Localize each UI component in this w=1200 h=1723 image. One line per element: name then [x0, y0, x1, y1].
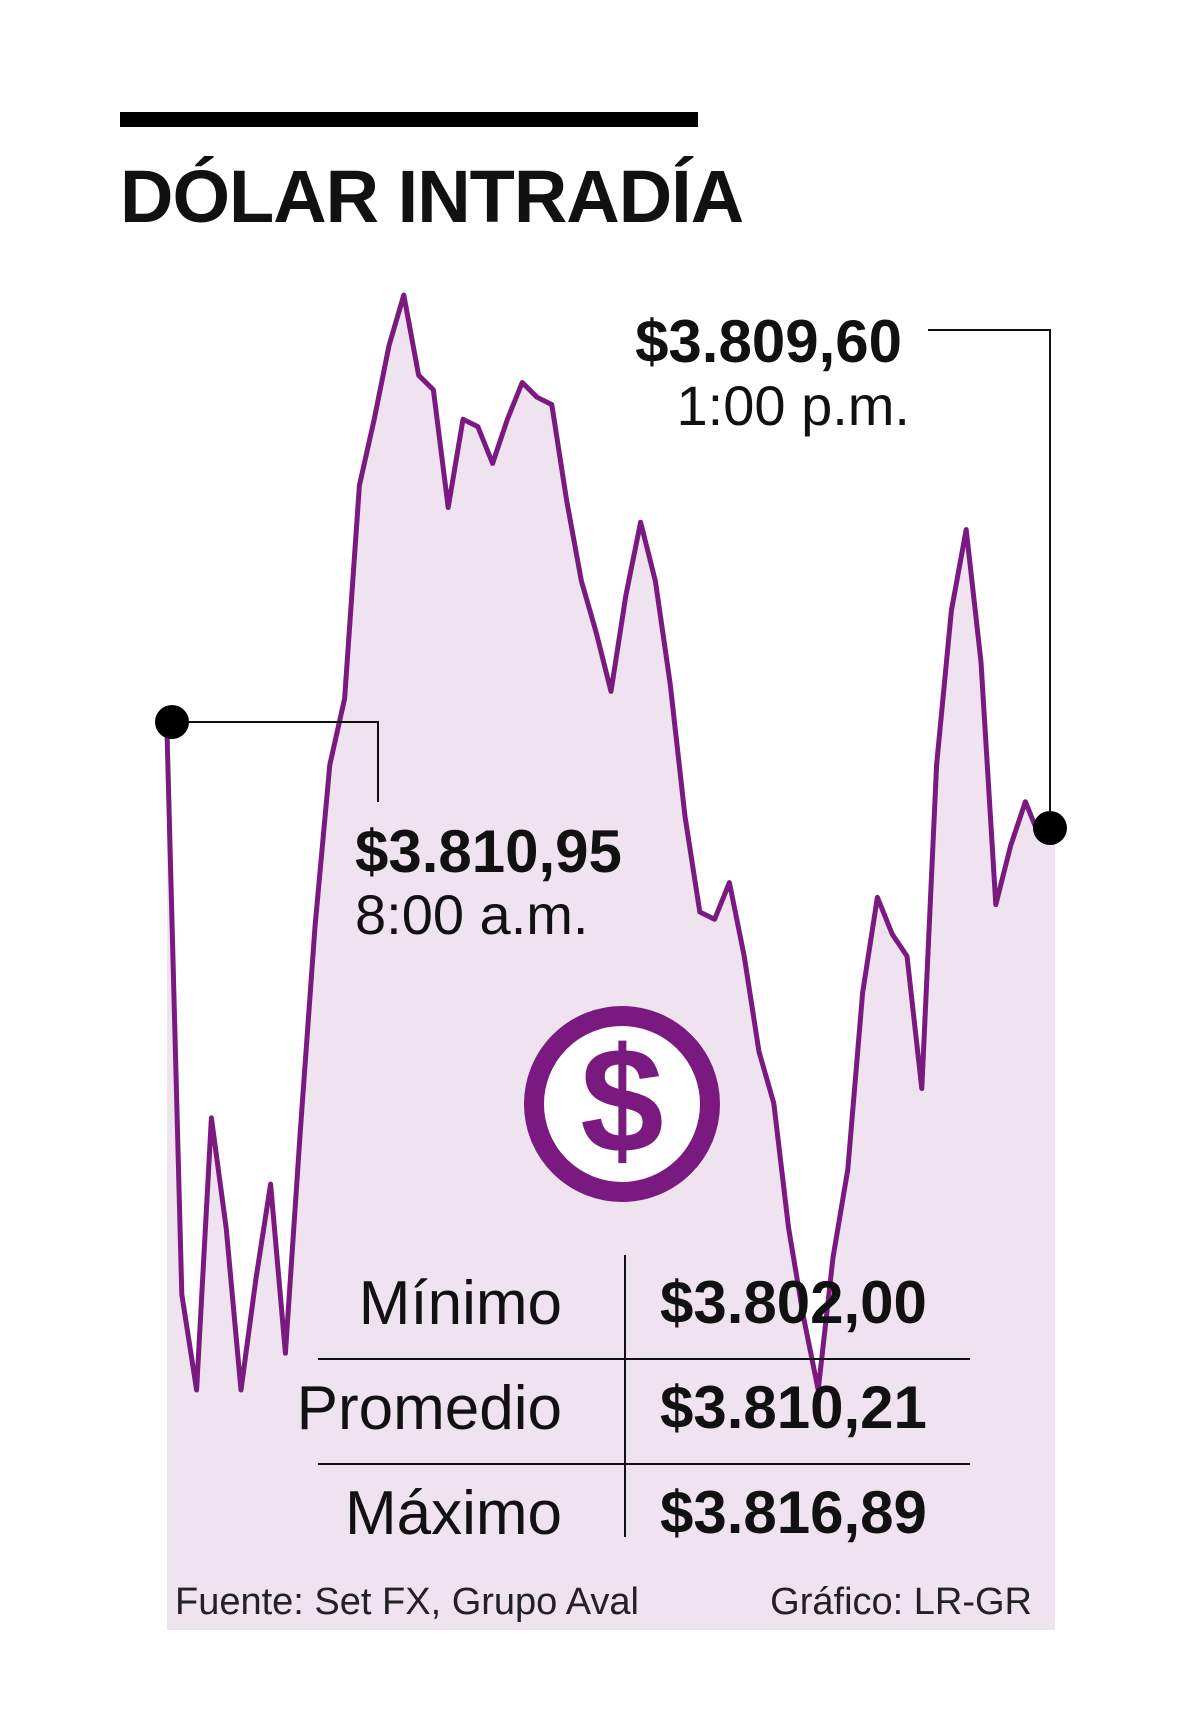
end-leader-line	[928, 329, 1051, 828]
end-time-label: 1:00 p.m.	[676, 374, 910, 437]
stat-value: $3.802,00	[660, 1269, 927, 1336]
stat-label: Mínimo	[358, 1269, 562, 1338]
dollar-circle-icon: $	[524, 1006, 720, 1202]
start-time-label: 8:00 a.m.	[355, 883, 589, 946]
chart-title: DÓLAR INTRADÍA	[120, 155, 744, 238]
stat-row-maximo: Máximo $3.816,89	[318, 1463, 970, 1568]
stat-value: $3.810,21	[660, 1374, 927, 1441]
start-point-marker	[155, 705, 189, 739]
source-credit: Fuente: Set FX, Grupo Aval	[175, 1581, 639, 1623]
stat-label: Promedio	[296, 1374, 562, 1443]
graphic-credit: Gráfico: LR-GR	[770, 1581, 1032, 1623]
stat-label: Máximo	[344, 1479, 562, 1548]
start-leader-line	[172, 721, 379, 802]
title-rule	[120, 112, 698, 127]
stats-column-divider	[624, 1255, 626, 1537]
stat-row-minimo: Mínimo $3.802,00	[318, 1255, 970, 1358]
price-line	[164, 292, 1057, 1393]
end-point-marker	[1033, 811, 1067, 845]
stat-value: $3.816,89	[660, 1479, 927, 1546]
start-price-label: $3.810,95	[355, 818, 622, 885]
area-fill	[167, 295, 1055, 1630]
end-price-label: $3.809,60	[635, 308, 902, 375]
svg-text:$: $	[580, 1016, 663, 1184]
stat-row-promedio: Promedio $3.810,21	[297, 1358, 970, 1463]
stats-table: Mínimo $3.802,00 Promedio $3.810,21 Máxi…	[297, 1255, 970, 1568]
